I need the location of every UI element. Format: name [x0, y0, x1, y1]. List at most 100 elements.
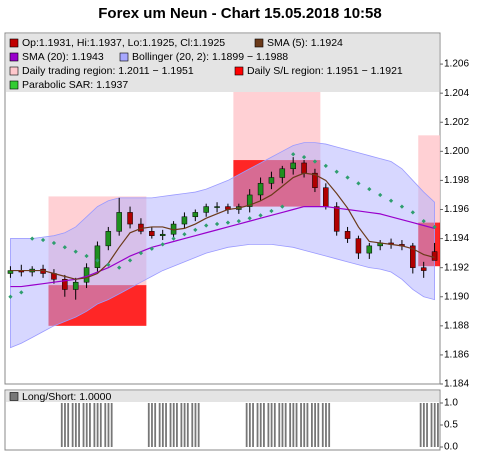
long-short-bar — [289, 403, 292, 447]
long-short-bar — [314, 403, 316, 447]
legend-swatch — [9, 38, 19, 48]
y-tick-label: 1.194 — [444, 233, 469, 244]
candle-body — [290, 162, 296, 170]
y-tick-label: 1.200 — [444, 146, 469, 157]
sar-dot — [280, 204, 285, 209]
y-tick-label: 1.0 — [444, 398, 458, 409]
sar-dot — [171, 236, 176, 241]
sar-dot — [399, 204, 405, 209]
sar-dot — [214, 221, 220, 227]
sar-dot — [51, 240, 57, 246]
legend-label: Op:1.1931, Hi:1.1937, Lo:1.1925, Cl:1.19… — [22, 37, 225, 49]
sar-dot — [30, 236, 35, 241]
y-tick-label: 1.196 — [444, 204, 469, 215]
candle-body — [301, 162, 307, 174]
legend-swatch — [9, 392, 19, 401]
legend-label: Parabolic SAR: 1.1937 — [22, 79, 128, 91]
legend-label: SMA (20): 1.1943 — [22, 51, 104, 63]
long-short-bar — [325, 403, 327, 447]
long-short-bar — [292, 403, 295, 447]
sar-dot — [301, 155, 307, 160]
long-short-bar — [419, 403, 422, 447]
long-short-bar — [295, 403, 298, 447]
candle-body — [257, 183, 264, 196]
long-short-bar — [328, 403, 331, 447]
candle-body — [333, 206, 340, 232]
y-tick-label: 1.184 — [444, 379, 469, 390]
legend-swatch — [9, 66, 19, 76]
long-short-bar — [194, 403, 197, 447]
long-short-bar — [278, 403, 281, 447]
candle-body — [149, 231, 155, 236]
long-short-bar — [147, 403, 150, 447]
y-tick-label: 1.190 — [444, 291, 469, 302]
long-short-bar — [96, 403, 99, 447]
legend-label: Bollinger (20, 2): 1.1899 − 1.1988 — [132, 51, 288, 63]
sar-dot — [421, 219, 426, 224]
long-short-bar — [176, 403, 178, 447]
long-short-bar — [281, 403, 284, 447]
legend-swatch — [254, 38, 264, 48]
y-tick-label: 1.186 — [444, 350, 469, 361]
sar-dot — [356, 181, 361, 186]
candle-body — [159, 233, 166, 236]
sar-dot — [236, 219, 241, 224]
long-short-bar — [306, 403, 309, 447]
sar-dot — [247, 216, 252, 221]
sma20-line — [10, 205, 435, 288]
sar-dot — [388, 198, 394, 203]
long-short-bar — [317, 403, 320, 447]
long-short-bar — [186, 403, 189, 447]
candle-body — [312, 172, 318, 188]
candle-body — [214, 206, 220, 208]
sar-dot — [204, 223, 209, 228]
candle-body — [431, 251, 438, 261]
long-short-bar — [256, 403, 259, 447]
long-short-bar — [248, 403, 251, 447]
candle-body — [94, 245, 101, 268]
legend-swatch — [119, 52, 129, 62]
candle-body — [420, 267, 427, 271]
long-short-bar — [172, 403, 175, 447]
long-short-bar — [259, 403, 262, 447]
legend-label: Long/Short: 1.0000 — [22, 391, 111, 403]
long-short-bar — [82, 403, 85, 447]
y-tick-label: 1.192 — [444, 262, 469, 273]
sar-dot — [334, 169, 339, 174]
long-short-bar — [191, 403, 194, 447]
legend-label: SMA (5): 1.1924 — [267, 37, 343, 49]
sar-dot — [149, 246, 154, 251]
long-short-bar — [300, 403, 302, 447]
long-short-bar — [180, 403, 183, 447]
candle-body — [116, 212, 122, 232]
y-tick-label: 0.0 — [444, 442, 458, 453]
candle-body — [410, 245, 416, 268]
sar-dot — [345, 175, 350, 180]
long-short-bar — [67, 403, 70, 447]
y-tick-label: 1.204 — [444, 88, 469, 99]
long-short-bar — [437, 403, 439, 447]
sar-dot — [258, 213, 263, 218]
long-short-bar — [263, 403, 265, 447]
long-short-bar — [197, 403, 200, 447]
long-short-bar — [422, 403, 425, 447]
legend-swatch — [9, 80, 19, 90]
long-short-bar — [64, 403, 66, 447]
long-short-bar — [284, 403, 287, 447]
long-short-bar — [321, 403, 324, 447]
sar-dot — [160, 242, 165, 247]
sar-dot — [378, 192, 383, 198]
long-short-bar — [169, 403, 172, 447]
sar-dot — [410, 210, 415, 215]
y-tick-label: 1.206 — [444, 59, 469, 70]
sar-dot — [269, 208, 274, 214]
sar-dot — [323, 163, 328, 168]
candle-body — [181, 216, 188, 225]
candle-body — [203, 206, 209, 213]
candle-body — [127, 212, 133, 225]
legend-swatch — [234, 66, 244, 76]
long-short-bar — [89, 403, 91, 447]
long-short-bar — [74, 403, 77, 447]
sar-dot — [432, 224, 437, 230]
